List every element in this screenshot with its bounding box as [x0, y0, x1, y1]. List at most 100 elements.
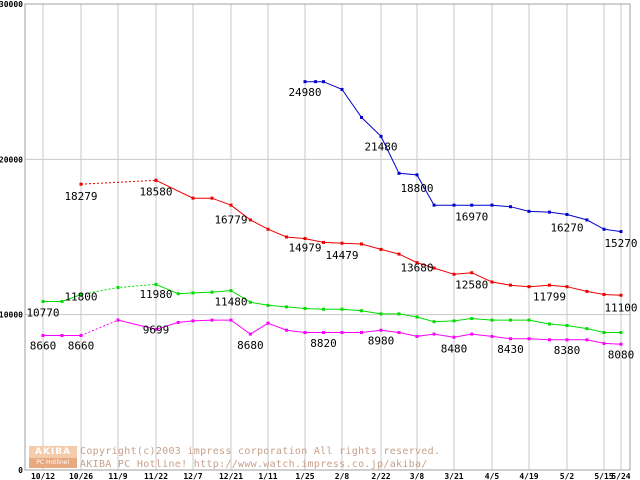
data-point	[116, 318, 120, 322]
data-point	[340, 331, 344, 335]
data-point	[547, 210, 551, 214]
logo-subtitle: PC Hotline!	[29, 458, 77, 468]
data-point	[452, 203, 456, 207]
data-point	[585, 218, 589, 222]
x-tick-label: 3/8	[410, 472, 425, 480]
series-line	[80, 319, 119, 336]
data-label: 16779	[214, 213, 247, 226]
data-point	[527, 337, 531, 341]
data-point	[565, 212, 569, 216]
data-point	[266, 227, 270, 231]
data-point	[397, 312, 401, 316]
data-point	[619, 293, 623, 297]
data-point	[490, 318, 494, 322]
data-point	[266, 321, 270, 325]
y-tick-label: 30000	[0, 0, 23, 9]
data-point	[41, 333, 45, 337]
data-point	[397, 331, 401, 335]
data-label: 16270	[550, 221, 583, 234]
data-point	[527, 209, 531, 213]
data-point	[154, 282, 158, 286]
copyright-text: Copyright(c)2003 impress corporation All…	[80, 446, 441, 457]
data-label: 11980	[139, 288, 172, 301]
data-point	[303, 331, 307, 335]
data-point	[210, 318, 214, 322]
y-tick-label: 10000	[0, 311, 23, 320]
y-tick-label: 20000	[0, 155, 23, 164]
data-point	[154, 327, 158, 331]
logo-title: AKIBA	[34, 447, 72, 457]
x-tick-label: 2/22	[371, 472, 390, 480]
data-point	[248, 218, 252, 222]
data-point	[229, 203, 233, 207]
data-point	[415, 173, 419, 177]
y-tick-label: 0	[18, 466, 23, 475]
data-point	[248, 300, 252, 304]
data-point	[379, 328, 383, 332]
data-point	[490, 280, 494, 284]
data-point	[397, 252, 401, 256]
data-label: 24980	[288, 86, 321, 99]
data-point	[379, 134, 383, 138]
data-point	[360, 309, 363, 313]
data-point	[619, 230, 623, 234]
data-point	[602, 341, 606, 345]
x-tick-label: 12/21	[219, 472, 243, 480]
x-tick-label: 5/15	[594, 472, 613, 480]
chart-series	[41, 80, 623, 346]
data-label: 8820	[310, 337, 337, 350]
x-tick-label: 1/25	[295, 472, 314, 480]
data-point	[432, 320, 436, 324]
x-tick-label: 4/19	[519, 472, 538, 480]
data-point	[322, 80, 325, 84]
data-point	[585, 289, 589, 293]
data-point	[470, 271, 474, 275]
data-point	[509, 283, 512, 287]
series-3	[41, 318, 623, 346]
data-point	[210, 196, 214, 200]
x-tick-label: 2/8	[335, 472, 350, 480]
data-point	[527, 318, 531, 322]
data-point	[432, 266, 436, 270]
data-point	[470, 203, 474, 207]
data-point	[116, 285, 120, 289]
data-point	[452, 335, 456, 339]
x-tick-label: 10/12	[31, 472, 55, 480]
data-label: 8660	[68, 339, 95, 352]
data-label: 11800	[64, 291, 97, 304]
data-point	[397, 171, 401, 175]
data-point	[285, 305, 288, 309]
data-point	[602, 292, 606, 296]
data-point	[527, 285, 531, 289]
data-point	[547, 338, 551, 342]
data-point	[619, 331, 623, 335]
data-point	[79, 292, 83, 296]
x-tick-label: 11/22	[144, 472, 168, 480]
x-tick-label: 1/11	[258, 472, 277, 480]
x-tick-label: 5/2	[560, 472, 575, 480]
data-point	[509, 337, 512, 341]
data-point	[248, 332, 252, 336]
data-point	[60, 299, 64, 303]
data-point	[509, 205, 512, 209]
series-2	[41, 282, 623, 335]
series-line	[80, 179, 157, 185]
data-point	[285, 328, 288, 332]
data-point	[547, 283, 551, 287]
data-point	[229, 318, 233, 322]
data-point	[490, 334, 494, 338]
series-line	[155, 179, 622, 296]
data-point	[322, 307, 325, 311]
data-point	[176, 320, 180, 324]
series-line	[305, 81, 622, 233]
data-point	[470, 332, 474, 336]
x-tick-label: 3/21	[444, 472, 463, 480]
data-point	[340, 307, 344, 311]
data-label: 11799	[533, 291, 566, 304]
data-point	[379, 247, 383, 251]
data-point	[322, 331, 325, 335]
data-point	[565, 285, 569, 289]
data-point	[314, 80, 318, 84]
data-point	[322, 240, 325, 244]
